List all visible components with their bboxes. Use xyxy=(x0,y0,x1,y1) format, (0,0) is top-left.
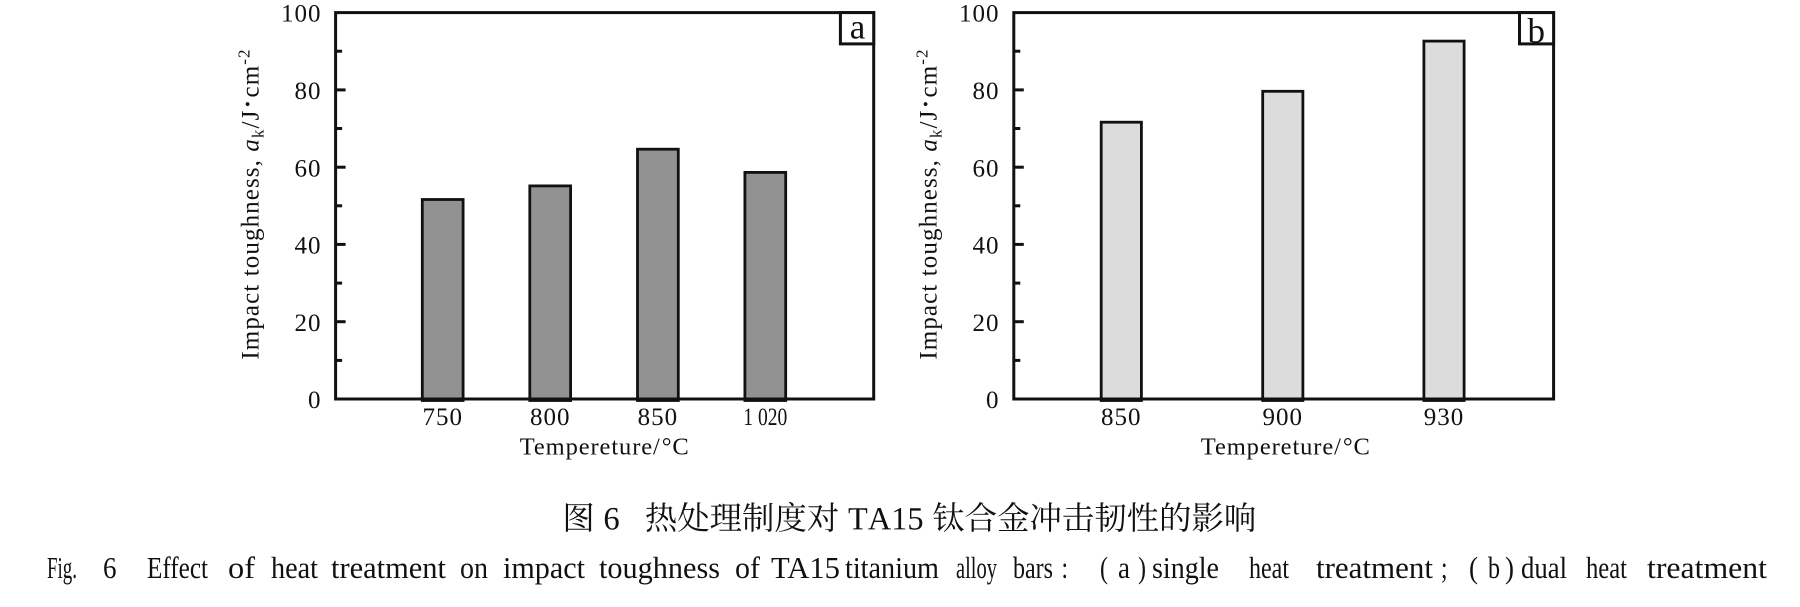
svg-text:on: on xyxy=(460,550,488,585)
svg-text:): ) xyxy=(1505,550,1514,585)
svg-text:750: 750 xyxy=(422,404,463,431)
svg-text:850: 850 xyxy=(1101,404,1142,431)
svg-text:impact: impact xyxy=(503,550,585,585)
svg-text:60: 60 xyxy=(973,155,1000,182)
svg-text:): ) xyxy=(1138,550,1146,585)
svg-text:80: 80 xyxy=(295,78,322,105)
svg-text:treatment: treatment xyxy=(331,550,446,585)
svg-text:heat: heat xyxy=(271,550,318,585)
svg-text:heat: heat xyxy=(1249,550,1289,585)
svg-text:6: 6 xyxy=(103,550,117,585)
svg-text:b: b xyxy=(1488,550,1500,585)
svg-text:40: 40 xyxy=(295,233,322,260)
svg-text:heat: heat xyxy=(1586,550,1627,585)
svg-text:of: of xyxy=(228,550,256,585)
svg-text:0: 0 xyxy=(308,387,322,414)
svg-text:bars: bars xyxy=(1013,550,1053,585)
svg-text:0: 0 xyxy=(986,387,1000,414)
svg-text:20: 20 xyxy=(973,310,1000,337)
svg-text:a: a xyxy=(850,7,866,46)
svg-text:toughness: toughness xyxy=(599,550,720,585)
svg-text:Tempereture/°C: Tempereture/°C xyxy=(520,434,690,461)
svg-text:60: 60 xyxy=(295,155,322,182)
svg-text:850: 850 xyxy=(638,404,679,431)
svg-text:20: 20 xyxy=(295,310,322,337)
svg-text:930: 930 xyxy=(1424,404,1465,431)
svg-text:900: 900 xyxy=(1263,404,1304,431)
svg-text::: : xyxy=(1062,550,1069,585)
svg-text:b: b xyxy=(1527,12,1545,51)
svg-text:dual: dual xyxy=(1521,550,1567,585)
svg-text:Fig.: Fig. xyxy=(47,550,77,585)
svg-text:80: 80 xyxy=(973,78,1000,105)
svg-text:titanium: titanium xyxy=(845,550,939,585)
svg-text:treatment: treatment xyxy=(1316,550,1433,585)
svg-text:1 020: 1 020 xyxy=(743,404,787,431)
svg-text:TA15: TA15 xyxy=(771,550,840,585)
svg-text:(: ( xyxy=(1100,550,1108,585)
svg-text:single: single xyxy=(1152,550,1219,585)
svg-text:treatment: treatment xyxy=(1647,550,1767,585)
svg-text:100: 100 xyxy=(959,1,1000,28)
svg-text:a: a xyxy=(1118,550,1130,585)
svg-text:of: of xyxy=(735,550,761,585)
svg-text:Effect: Effect xyxy=(147,550,208,585)
svg-text:Impact toughness, ak/J·cm-2: Impact toughness, ak/J·cm-2 xyxy=(909,48,946,359)
svg-text:100: 100 xyxy=(281,1,322,28)
svg-text:alloy: alloy xyxy=(956,550,997,585)
svg-text:40: 40 xyxy=(973,233,1000,260)
svg-text:Tempereture/°C: Tempereture/°C xyxy=(1201,434,1371,461)
svg-text:(: ( xyxy=(1469,550,1478,585)
svg-text:800: 800 xyxy=(530,404,571,431)
svg-text:;: ; xyxy=(1441,550,1448,585)
